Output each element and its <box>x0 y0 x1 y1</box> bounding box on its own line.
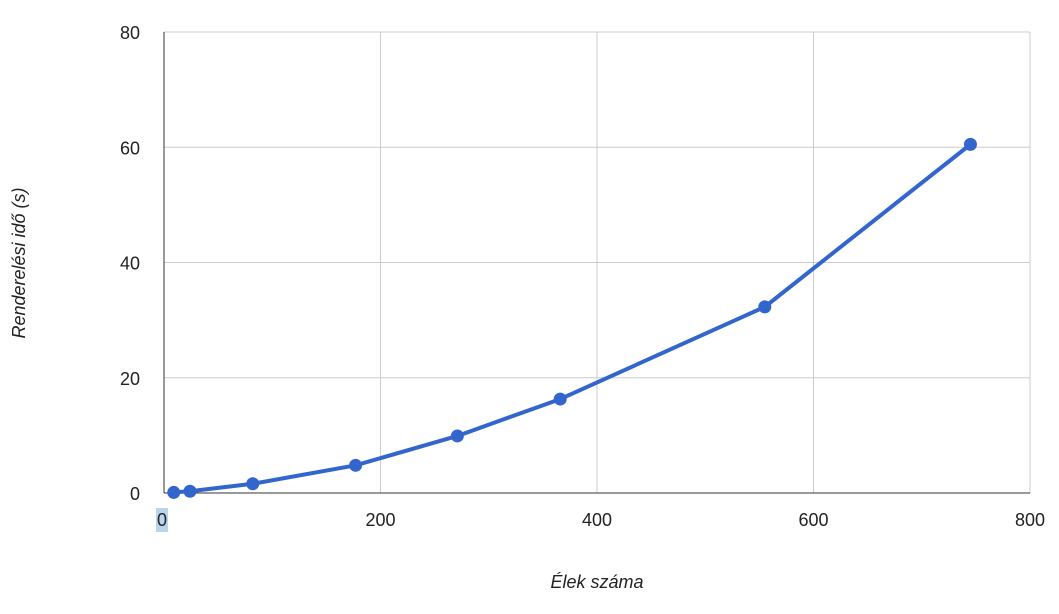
data-point <box>553 392 567 406</box>
y-tick-label: 60 <box>120 138 140 158</box>
data-point <box>167 485 181 499</box>
y-tick-label: 20 <box>120 369 140 389</box>
y-axis-title: Renderelési idő (s) <box>9 187 29 338</box>
data-point <box>963 137 977 151</box>
tick-labels: 0 200 400 600 800 0 20 40 60 80 <box>120 23 1045 532</box>
text-selection-highlight <box>156 508 168 532</box>
y-tick-label: 40 <box>120 254 140 274</box>
x-tick-label: 800 <box>1015 510 1045 530</box>
data-point <box>246 477 260 491</box>
x-tick-label: 400 <box>582 510 612 530</box>
y-tick-label: 80 <box>120 23 140 43</box>
x-tick-label: 600 <box>798 510 828 530</box>
x-axis-title: Élek száma <box>550 572 643 592</box>
data-point <box>450 429 464 443</box>
x-tick-label: 0 <box>157 510 167 530</box>
axes <box>163 32 1030 494</box>
data-point <box>758 300 772 314</box>
data-series <box>167 137 977 499</box>
series-line <box>171 142 973 495</box>
y-tick-label: 0 <box>130 484 140 504</box>
gridlines <box>164 31 1031 493</box>
data-point <box>183 484 197 498</box>
data-point <box>349 458 363 472</box>
x-tick-label: 200 <box>365 510 395 530</box>
